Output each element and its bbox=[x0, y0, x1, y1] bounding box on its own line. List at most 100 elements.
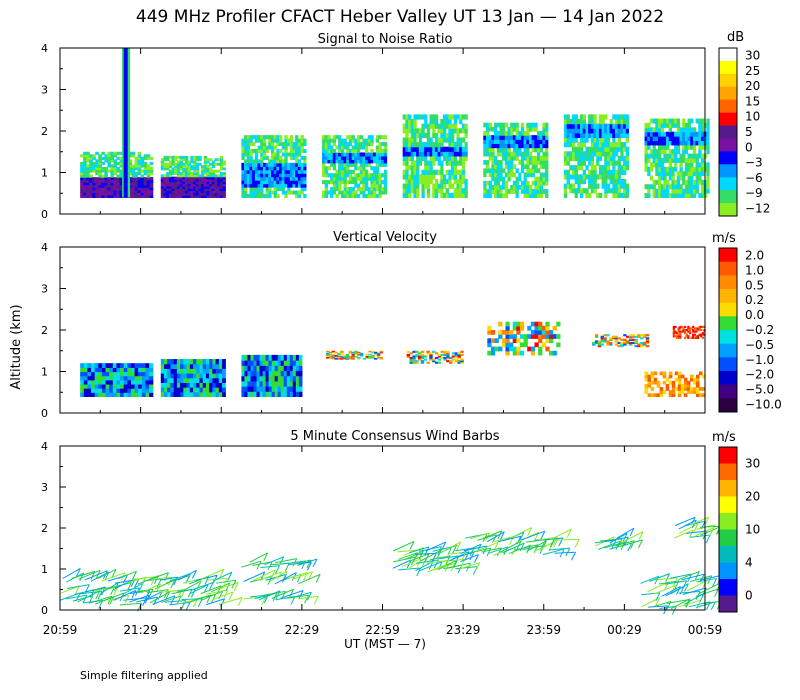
snr-cell bbox=[434, 142, 439, 148]
snr-cell bbox=[203, 160, 208, 164]
velocity-cell bbox=[623, 338, 627, 341]
snr-cell bbox=[198, 158, 202, 162]
snr-cell bbox=[137, 161, 142, 166]
snr-cell bbox=[609, 151, 613, 157]
snr-cell bbox=[143, 161, 148, 166]
snr-cell bbox=[593, 169, 597, 175]
colorbar-swatch bbox=[719, 164, 737, 178]
snr-cell bbox=[287, 142, 291, 147]
snr-cell bbox=[143, 156, 148, 160]
velocity-cell bbox=[183, 373, 188, 379]
snr-cell bbox=[695, 184, 699, 190]
wind-barb bbox=[690, 575, 712, 582]
snr-cell bbox=[593, 188, 597, 194]
snr-cell bbox=[268, 183, 272, 188]
colorbar-swatch bbox=[719, 289, 737, 303]
snr-cell bbox=[244, 176, 248, 181]
snr-cell bbox=[335, 193, 339, 198]
snr-cell bbox=[252, 176, 256, 181]
snr-cell bbox=[254, 173, 259, 178]
snr-cell bbox=[429, 142, 433, 148]
velocity-cell bbox=[642, 343, 647, 346]
snr-cell bbox=[598, 123, 603, 129]
snr-cell bbox=[416, 192, 420, 198]
snr-cell bbox=[219, 162, 224, 166]
snr-cell bbox=[531, 193, 535, 198]
snr-cell bbox=[182, 155, 186, 159]
velocity-cell bbox=[87, 371, 92, 377]
snr-cell bbox=[413, 142, 417, 148]
velocity-cell bbox=[609, 338, 613, 341]
snr-cell bbox=[612, 188, 616, 194]
snr-cell bbox=[426, 183, 431, 189]
wind-barb bbox=[264, 556, 285, 566]
snr-cell bbox=[89, 177, 93, 181]
snr-cell bbox=[461, 192, 466, 198]
velocity-cell bbox=[94, 388, 99, 393]
snr-cell bbox=[596, 174, 600, 180]
velocity-cell bbox=[530, 350, 536, 356]
snr-cell bbox=[437, 123, 441, 129]
wind-barb-flag bbox=[456, 541, 462, 551]
snr-cell bbox=[249, 159, 253, 164]
snr-cell bbox=[174, 169, 178, 173]
velocity-cell bbox=[337, 355, 341, 358]
velocity-cell bbox=[205, 368, 210, 374]
velocity-cell bbox=[454, 353, 459, 357]
snr-cell bbox=[166, 178, 170, 182]
velocity-cell bbox=[91, 363, 96, 368]
snr-cell bbox=[190, 174, 194, 178]
snr-cell bbox=[110, 179, 115, 183]
velocity-cell bbox=[256, 360, 261, 366]
snr-cell bbox=[534, 184, 538, 190]
velocity-cell bbox=[112, 375, 118, 381]
velocity-cell bbox=[328, 353, 333, 356]
snr-cell bbox=[440, 128, 444, 134]
snr-cell bbox=[504, 184, 509, 190]
velocity-cell bbox=[628, 343, 633, 346]
snr-cell bbox=[625, 151, 630, 157]
velocity-cell bbox=[138, 379, 143, 385]
snr-cell bbox=[671, 188, 675, 194]
snr-cell bbox=[687, 157, 691, 163]
snr-cell bbox=[131, 169, 136, 173]
velocity-cell bbox=[426, 352, 430, 355]
snr-cell bbox=[690, 179, 694, 185]
snr-cell bbox=[160, 181, 165, 185]
snr-cell bbox=[666, 122, 670, 128]
snr-cell bbox=[545, 139, 549, 145]
snr-cell bbox=[203, 167, 208, 171]
velocity-cell bbox=[244, 375, 249, 382]
snr-cell bbox=[410, 119, 415, 125]
snr-cell bbox=[265, 145, 269, 150]
snr-cell bbox=[83, 166, 87, 171]
snr-cell bbox=[257, 166, 261, 171]
snr-cell bbox=[375, 159, 380, 164]
snr-cell bbox=[448, 192, 452, 198]
snr-cell bbox=[206, 174, 210, 178]
snr-cell bbox=[206, 172, 210, 175]
velocity-cell bbox=[283, 360, 288, 366]
wind-barb-flag bbox=[464, 551, 470, 560]
snr-cell bbox=[566, 174, 570, 180]
velocity-cell bbox=[371, 356, 375, 359]
velocity-cell bbox=[446, 360, 450, 363]
snr-cell bbox=[416, 132, 420, 139]
colorbar-tick-label: 0 bbox=[745, 589, 753, 603]
snr-cell bbox=[526, 147, 530, 153]
snr-cell bbox=[598, 142, 603, 148]
snr-cell bbox=[698, 179, 702, 185]
snr-cell bbox=[453, 155, 458, 162]
snr-cell bbox=[464, 128, 468, 134]
snr-cell bbox=[273, 155, 277, 160]
velocity-cell bbox=[340, 358, 344, 360]
velocity-cell bbox=[209, 368, 213, 374]
snr-cell bbox=[700, 157, 705, 163]
velocity-cell bbox=[688, 330, 692, 333]
velocity-cell bbox=[222, 387, 226, 393]
snr-cell bbox=[270, 180, 275, 185]
velocity-cell bbox=[256, 375, 261, 382]
snr-cell bbox=[367, 176, 372, 181]
wind-barb-flag bbox=[233, 582, 239, 591]
snr-cell bbox=[89, 154, 93, 158]
